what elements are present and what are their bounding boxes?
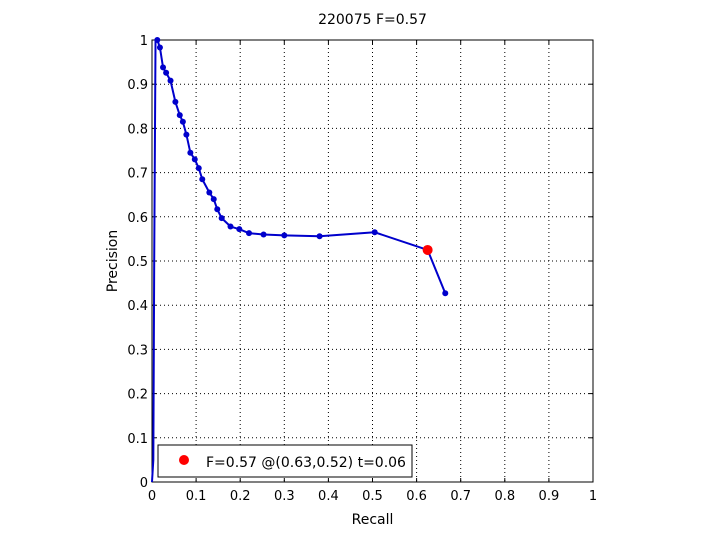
data-point xyxy=(371,229,378,236)
data-point xyxy=(187,149,194,156)
x-tick-label: 0.6 xyxy=(406,489,427,504)
data-point xyxy=(260,231,267,238)
x-tick-label: 0.5 xyxy=(362,489,383,504)
data-point xyxy=(227,223,234,230)
data-point xyxy=(179,118,186,125)
data-point xyxy=(172,98,179,105)
x-axis-label: Recall xyxy=(352,512,394,528)
data-point xyxy=(214,206,221,213)
x-tick-label: 0.2 xyxy=(230,489,251,504)
grid xyxy=(152,40,593,482)
y-tick-label: 0.5 xyxy=(127,255,148,270)
legend: F=0.57 @(0.63,0.52) t=0.06 xyxy=(157,444,413,478)
x-tick-label: 0.1 xyxy=(186,489,207,504)
y-tick-label: 0.7 xyxy=(127,167,148,182)
x-tick-label: 0.4 xyxy=(318,489,339,504)
legend-box xyxy=(157,444,413,478)
data-point xyxy=(210,196,217,203)
legend-marker xyxy=(179,455,189,465)
y-tick-label: 0.8 xyxy=(127,122,148,137)
legend-label: F=0.57 @(0.63,0.52) t=0.06 xyxy=(206,455,406,471)
data-point xyxy=(183,131,190,138)
ticks: 0 0.1 0.2 0.3 0.4 0.5 0.6 0.7 0.8 0.9 1 0 0.1 0.2 0.3 0… xyxy=(127,34,597,504)
y-tick-label: 0.4 xyxy=(127,299,148,314)
y-tick-label: 1 xyxy=(140,34,148,49)
data-point xyxy=(156,44,163,51)
y-tick-label: 0.9 xyxy=(127,78,148,93)
data-point xyxy=(167,77,174,84)
data-point xyxy=(442,290,449,297)
x-tick-label: 1 xyxy=(589,489,597,504)
y-tick-label: 0.3 xyxy=(127,343,148,358)
data-point xyxy=(236,226,243,233)
y-tick-label: 0.2 xyxy=(127,388,148,403)
best-f-point xyxy=(422,244,433,255)
x-tick-label: 0.3 xyxy=(274,489,295,504)
data-point xyxy=(206,189,213,196)
y-axis-label: Precision xyxy=(105,230,121,292)
data-point xyxy=(176,112,183,119)
data-point xyxy=(160,64,167,71)
data-point xyxy=(281,232,288,239)
y-tick-label: 0 xyxy=(140,476,148,491)
series xyxy=(151,37,449,483)
chart-title: 220075 F=0.57 xyxy=(318,12,427,28)
data-point xyxy=(246,230,253,237)
x-tick-label: 0.9 xyxy=(539,489,560,504)
y-tick-label: 0.6 xyxy=(127,211,148,226)
data-point xyxy=(154,37,161,43)
data-point xyxy=(163,69,170,76)
y-tick-label: 0.1 xyxy=(127,432,148,447)
data-point xyxy=(199,176,206,183)
data-point xyxy=(191,156,198,163)
x-tick-label: 0 xyxy=(148,489,156,504)
x-tick-label: 0.8 xyxy=(494,489,515,504)
data-point xyxy=(316,233,323,240)
data-point xyxy=(218,215,225,222)
x-tick-label: 0.7 xyxy=(450,489,471,504)
data-point xyxy=(195,165,202,172)
